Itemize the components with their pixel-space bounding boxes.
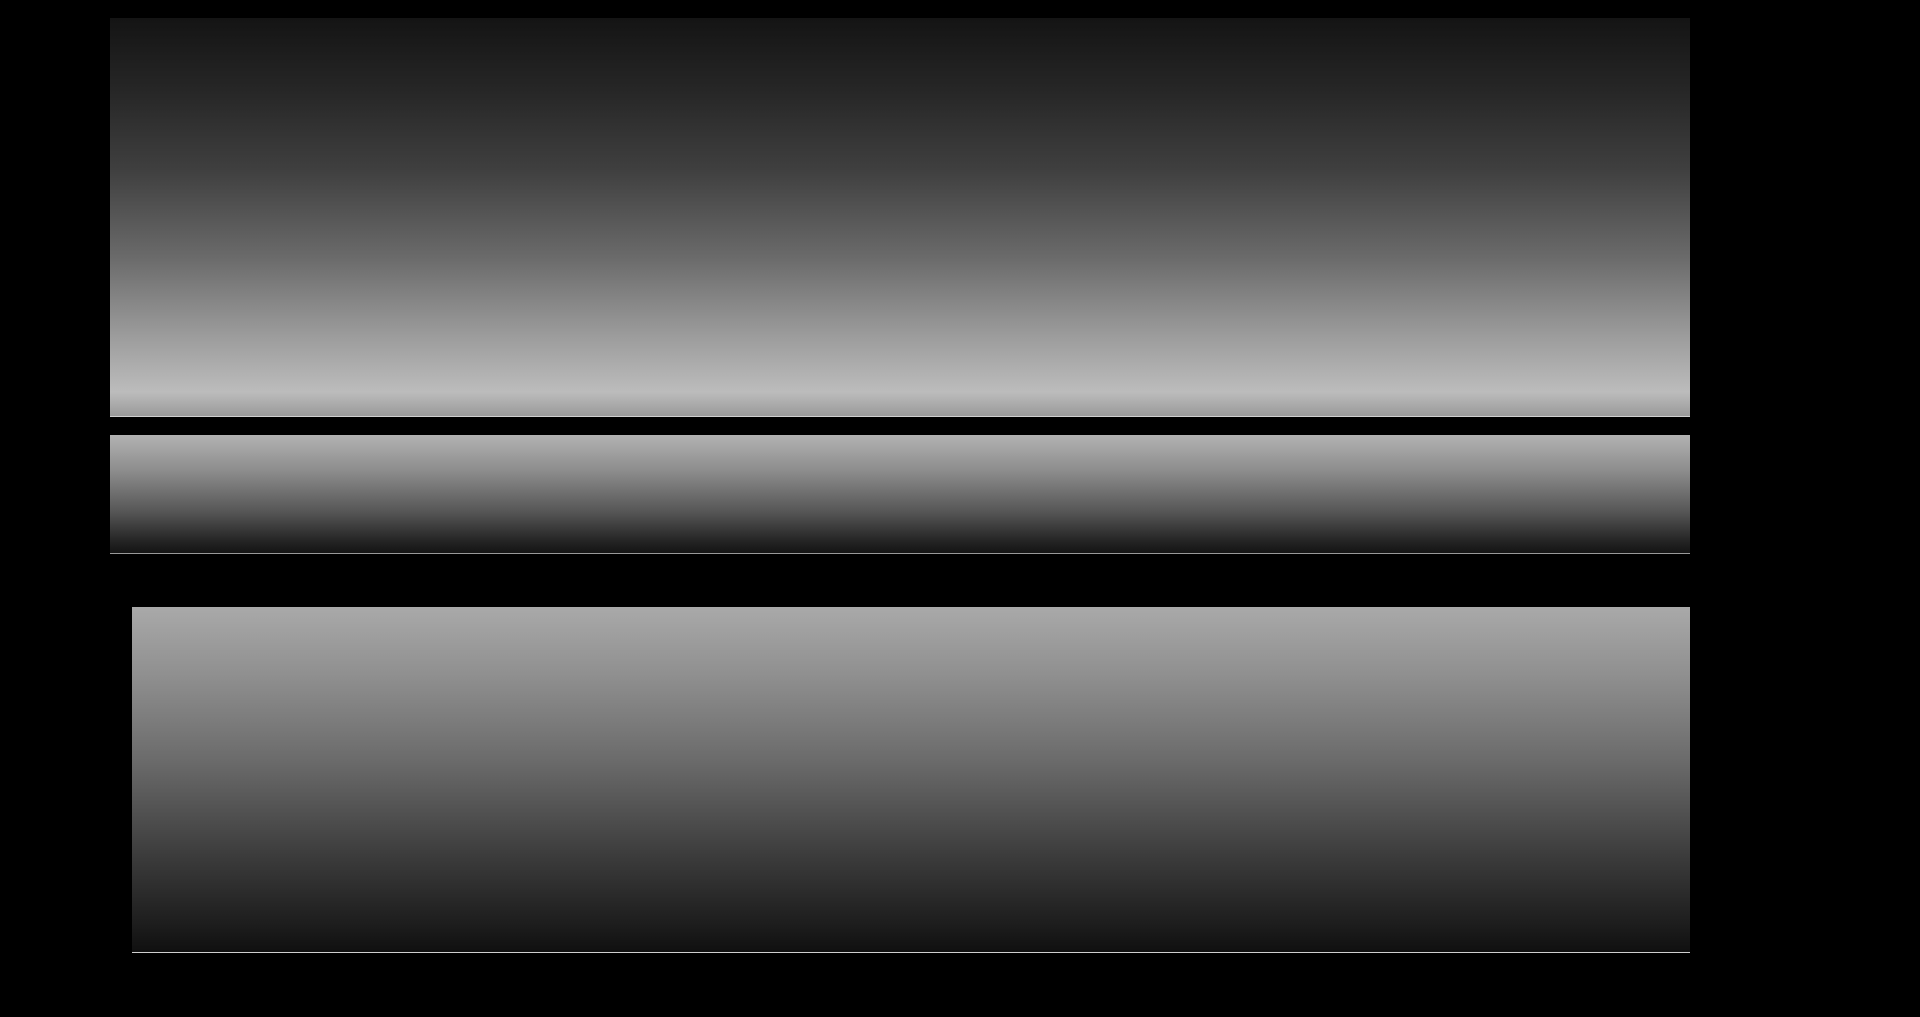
wind-direction-chart bbox=[110, 435, 1690, 553]
humidity-y-axis bbox=[8, 601, 30, 957]
windspeed-y-axis bbox=[76, 13, 106, 421]
top-x-axis-labels bbox=[110, 420, 1690, 434]
wind-direction-panel bbox=[110, 435, 1690, 554]
windspeed-barometer-chart bbox=[110, 18, 1690, 416]
temperature-y-axis bbox=[1694, 601, 1720, 957]
bottom-x-axis-labels bbox=[132, 956, 1690, 970]
wind-direction-y-axis bbox=[70, 430, 104, 558]
rainfall-y-axis bbox=[108, 601, 128, 957]
compass-axis bbox=[1748, 430, 1772, 558]
temperature-humidity-chart bbox=[132, 607, 1690, 952]
barometer-y-axis bbox=[1694, 13, 1728, 421]
temperature-humidity-panel bbox=[132, 607, 1690, 953]
windspeed-barometer-panel bbox=[110, 18, 1690, 417]
